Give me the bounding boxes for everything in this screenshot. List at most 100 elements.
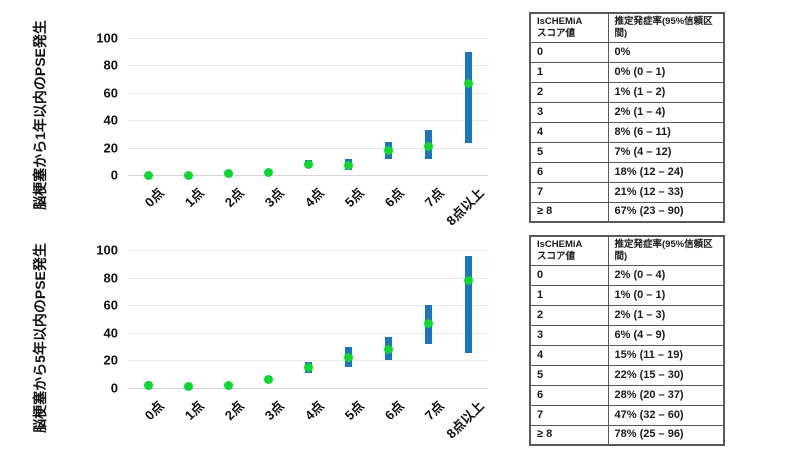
rate-cell: 2% (1 – 3): [607, 304, 725, 326]
score-cell: 4: [529, 344, 609, 366]
table-row: 3 6% (4 – 9): [529, 324, 725, 346]
rate-cell: 67% (23 – 90): [607, 201, 725, 223]
score-cell: 6: [529, 161, 609, 183]
y-tick-label: 60: [103, 297, 118, 313]
table-row: 2 2% (1 – 3): [529, 304, 725, 326]
x-tick-label: 1点: [181, 398, 207, 424]
score-cell: 5: [529, 364, 609, 386]
rate-cell: 78% (25 – 96): [607, 424, 725, 446]
table-row: 3 2% (1 – 4): [529, 101, 725, 123]
x-tick-label: 0点: [141, 398, 167, 424]
table-row: 4 15% (11 – 19): [529, 344, 725, 366]
estimate-dot: [223, 380, 233, 390]
rate-cell: 1% (1 – 2): [607, 81, 725, 103]
estimate-dot: [423, 318, 433, 328]
gridline: [128, 147, 488, 149]
rate-cell: 2% (1 – 4): [607, 101, 725, 123]
x-tick-label: 5点: [341, 398, 367, 424]
x-tick-label: 1点: [181, 185, 207, 211]
rate-cell: 0%: [607, 41, 725, 63]
x-tick-label: 0点: [141, 185, 167, 211]
estimate-dot: [183, 170, 193, 180]
estimate-dot: [343, 160, 353, 170]
gridline: [128, 38, 488, 39]
rate-cell: 6% (4 – 9): [607, 324, 725, 346]
table-row: 7 21% (12 – 33): [529, 181, 725, 203]
y-tick-label: 40: [103, 112, 118, 128]
plot-area-1year: 0 20 40 60 80 100 0点 1点 2点 3点 4点 5点 6点 7点 8点以上: [96, 31, 488, 228]
table-header-row: IsCHEMiA スコア値 推定発症率(95%信頼区間): [529, 235, 725, 266]
x-tick-label: 8点以上: [443, 185, 487, 229]
table-row: 7 47% (32 – 60): [529, 404, 725, 426]
y-tick-label: 60: [103, 85, 118, 101]
rate-cell: 1% (0 – 1): [607, 284, 725, 306]
rate-column-header: 推定発症率(95%信頼区間): [607, 235, 725, 266]
rate-cell: 22% (15 – 30): [607, 364, 725, 386]
rate-column-header: 推定発症率(95%信頼区間): [607, 12, 725, 43]
table-header-row: IsCHEMiA スコア値 推定発症率(95%信頼区間): [529, 12, 725, 43]
ci-error-bar: [464, 255, 472, 354]
gridline: [128, 360, 488, 362]
y-tick-label: 0: [110, 167, 118, 183]
x-tick-label: 3点: [261, 398, 287, 424]
estimate-dot: [463, 78, 473, 88]
table-row: 5 7% (4 – 12): [529, 141, 725, 163]
score-cell: 2: [529, 304, 609, 326]
estimate-dot: [383, 145, 393, 155]
x-tick-label: 4点: [301, 185, 327, 211]
gridline: [128, 305, 488, 307]
gridline: [128, 65, 488, 67]
score-cell: 7: [529, 181, 609, 203]
gridline: [128, 92, 488, 94]
risk-table-5year: IsCHEMiA スコア値 推定発症率(95%信頼区間) 0 2% (0 – 4)…: [529, 235, 725, 447]
y-tick-label: 20: [103, 140, 118, 156]
rate-cell: 21% (12 – 33): [607, 181, 725, 203]
gridline: [128, 332, 488, 334]
score-cell: 0: [529, 264, 609, 286]
ci-error-bar: [464, 51, 472, 144]
rate-cell: 18% (12 – 24): [607, 161, 725, 183]
table-row: 5 22% (15 – 30): [529, 364, 725, 386]
gridline: [128, 250, 488, 251]
score-cell: ≥ 8: [529, 424, 609, 446]
table-row: 0 0%: [529, 41, 725, 63]
estimate-dot: [143, 380, 153, 390]
x-tick-label: 5点: [341, 185, 367, 211]
y-tick-label: 100: [96, 30, 118, 46]
estimate-dot: [343, 353, 353, 363]
plot-area-5year: 0 20 40 60 80 100 0点 1点 2点 3点 4点 5点 6点 7点 8点以上: [96, 243, 488, 441]
gridline: [128, 175, 488, 176]
score-cell: 4: [529, 121, 609, 143]
score-column-header: IsCHEMiA スコア値: [529, 235, 609, 266]
rate-cell: 28% (20 – 37): [607, 384, 725, 406]
rate-cell: 47% (32 – 60): [607, 404, 725, 426]
estimate-dot: [263, 167, 273, 177]
rate-cell: 15% (11 – 19): [607, 344, 725, 366]
x-tick-label: 6点: [381, 185, 407, 211]
x-tick-label: 2点: [221, 398, 247, 424]
risk-table-1year: IsCHEMiA スコア値 推定発症率(95%信頼区間) 0 0% 1 0% (0 …: [529, 12, 725, 224]
score-cell: 2: [529, 81, 609, 103]
table-row: 6 18% (12 – 24): [529, 161, 725, 183]
x-tick-label: 8点以上: [443, 398, 487, 442]
score-cell: 3: [529, 324, 609, 346]
estimate-dot: [303, 362, 313, 372]
gridline: [128, 120, 488, 122]
rate-cell: 7% (4 – 12): [607, 141, 725, 163]
y-axis-title-5year: 脳梗塞から5年以内のPSE発生: [32, 243, 48, 433]
score-cell: ≥ 8: [529, 201, 609, 223]
rate-cell: 8% (6 – 11): [607, 121, 725, 143]
y-axis-title-1year: 脳梗塞から1年以内のPSE発生: [32, 20, 48, 210]
gridline: [128, 388, 488, 389]
table-row: 1 1% (0 – 1): [529, 284, 725, 306]
score-cell: 1: [529, 284, 609, 306]
estimate-dot: [423, 141, 433, 151]
y-tick-label: 20: [103, 352, 118, 368]
table-row: 0 2% (0 – 4): [529, 264, 725, 286]
rate-cell: 2% (0 – 4): [607, 264, 725, 286]
table-row: 6 28% (20 – 37): [529, 384, 725, 406]
x-tick-label: 2点: [221, 185, 247, 211]
x-tick-label: 6点: [381, 398, 407, 424]
estimate-dot: [183, 382, 193, 392]
